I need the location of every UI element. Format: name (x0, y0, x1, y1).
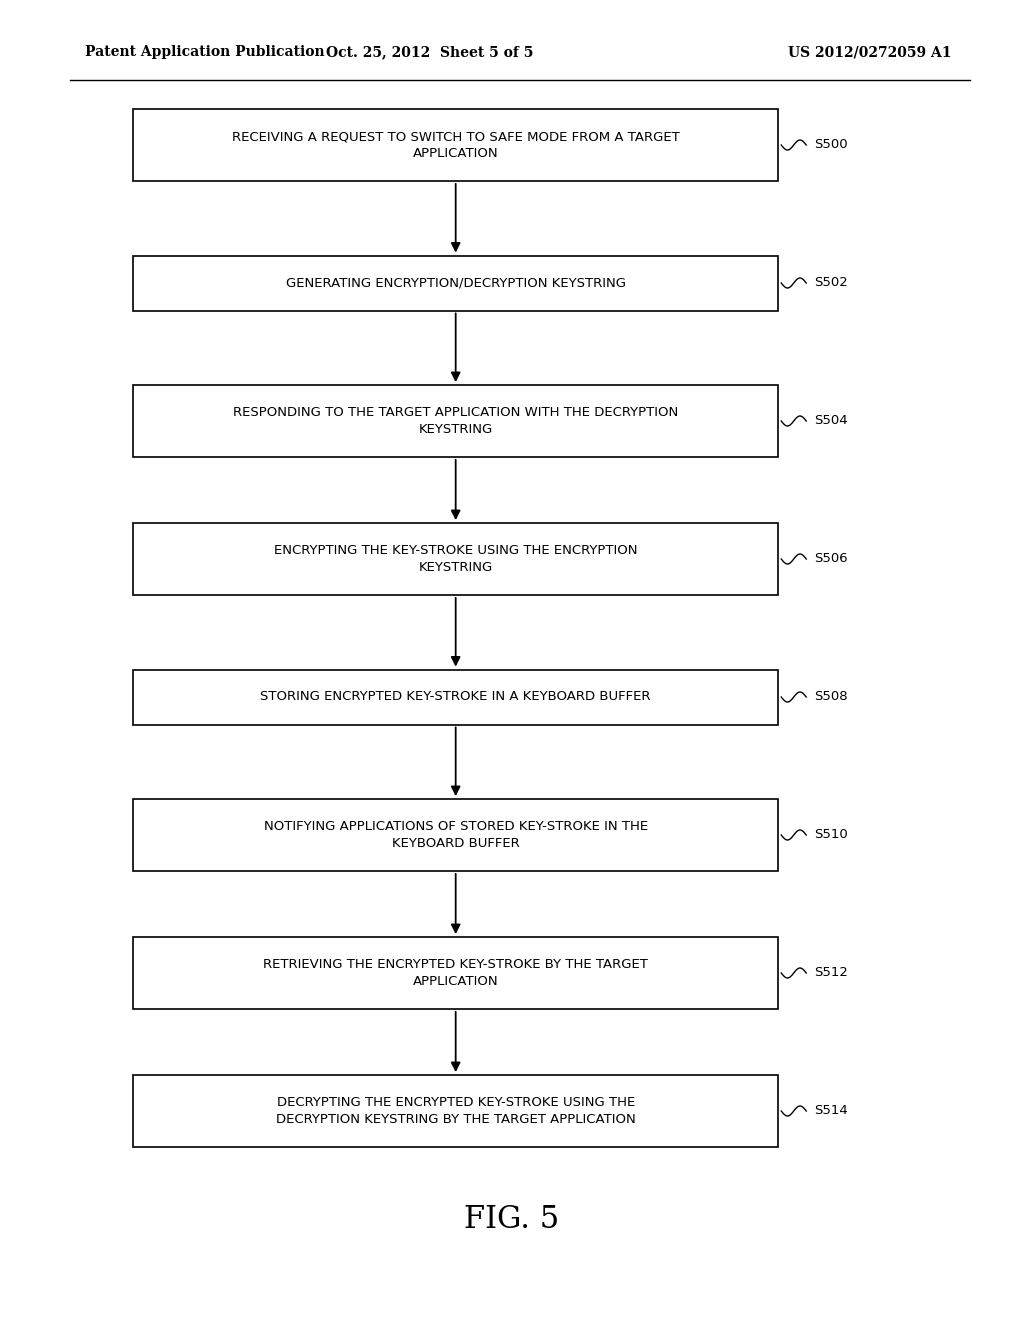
Text: NOTIFYING APPLICATIONS OF STORED KEY-STROKE IN THE
KEYBOARD BUFFER: NOTIFYING APPLICATIONS OF STORED KEY-STR… (263, 820, 648, 850)
Text: GENERATING ENCRYPTION/DECRYPTION KEYSTRING: GENERATING ENCRYPTION/DECRYPTION KEYSTRI… (286, 276, 626, 289)
Text: Patent Application Publication: Patent Application Publication (85, 45, 325, 59)
Bar (133, 523, 778, 595)
Bar (133, 110, 778, 181)
Text: S502: S502 (814, 276, 848, 289)
Text: S510: S510 (814, 829, 848, 842)
Bar (133, 799, 778, 871)
Text: DECRYPTING THE ENCRYPTED KEY-STROKE USING THE
DECRYPTION KEYSTRING BY THE TARGET: DECRYPTING THE ENCRYPTED KEY-STROKE USIN… (275, 1096, 636, 1126)
Text: RESPONDING TO THE TARGET APPLICATION WITH THE DECRYPTION
KEYSTRING: RESPONDING TO THE TARGET APPLICATION WIT… (233, 407, 678, 436)
Text: Oct. 25, 2012  Sheet 5 of 5: Oct. 25, 2012 Sheet 5 of 5 (327, 45, 534, 59)
Bar (133, 256, 778, 310)
Text: S500: S500 (814, 139, 848, 152)
Bar (133, 1074, 778, 1147)
Text: RECEIVING A REQUEST TO SWITCH TO SAFE MODE FROM A TARGET
APPLICATION: RECEIVING A REQUEST TO SWITCH TO SAFE MO… (231, 129, 680, 160)
Text: STORING ENCRYPTED KEY-STROKE IN A KEYBOARD BUFFER: STORING ENCRYPTED KEY-STROKE IN A KEYBOA… (260, 690, 651, 704)
Text: S506: S506 (814, 553, 848, 565)
Text: S504: S504 (814, 414, 848, 428)
Text: S512: S512 (814, 966, 848, 979)
Bar (133, 669, 778, 725)
Text: US 2012/0272059 A1: US 2012/0272059 A1 (788, 45, 951, 59)
Bar (133, 937, 778, 1008)
Bar (133, 385, 778, 457)
Text: RETRIEVING THE ENCRYPTED KEY-STROKE BY THE TARGET
APPLICATION: RETRIEVING THE ENCRYPTED KEY-STROKE BY T… (263, 958, 648, 987)
Text: ENCRYPTING THE KEY-STROKE USING THE ENCRYPTION
KEYSTRING: ENCRYPTING THE KEY-STROKE USING THE ENCR… (274, 544, 637, 574)
Text: S508: S508 (814, 690, 848, 704)
Text: S514: S514 (814, 1105, 848, 1118)
Text: FIG. 5: FIG. 5 (464, 1204, 560, 1236)
